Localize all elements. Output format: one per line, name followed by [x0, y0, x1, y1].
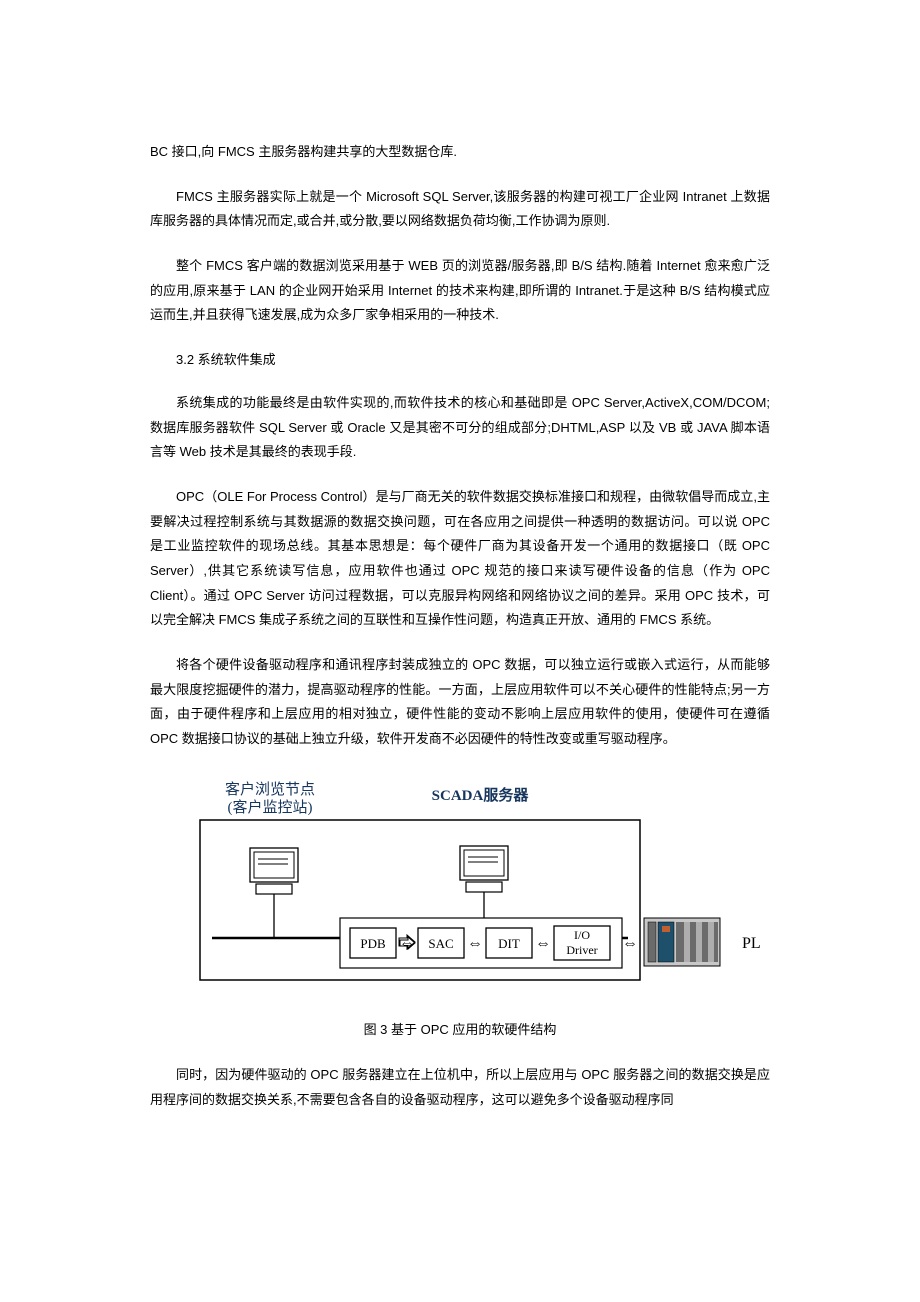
driver-label: Driver	[566, 943, 597, 957]
paragraph-p3: 整个 FMCS 客户端的数据浏览采用基于 WEB 页的浏览器/服务器,即 B/S…	[150, 254, 770, 328]
pdb-label: PDB	[360, 936, 386, 951]
paragraph-p5: OPC（OLE For Process Control）是与厂商无关的软件数据交…	[150, 485, 770, 633]
paragraph-p2: FMCS 主服务器实际上就是一个 Microsoft SQL Server,该服…	[150, 185, 770, 234]
arrow-3: ⇔	[535, 935, 551, 952]
figure-3-container: 客户浏览节点 (客户监控站) SCADA服务器	[150, 776, 770, 1005]
paragraph-p7: 同时，因为硬件驱动的 OPC 服务器建立在上位机中，所以上层应用与 OPC 服务…	[150, 1063, 770, 1112]
section-title-3-2: 3.2 系统软件集成	[150, 348, 770, 373]
client-header-title: 客户浏览节点	[225, 781, 315, 798]
sac-label: SAC	[428, 936, 453, 951]
arrow-4: ⇔	[622, 935, 638, 952]
paragraph-p6: 将各个硬件设备驱动程序和通讯程序封装成独立的 OPC 数据，可以独立运行或嵌入式…	[150, 653, 770, 752]
arrow-1: ⇔	[399, 935, 415, 952]
scada-header: SCADA服务器	[432, 786, 530, 804]
figure-3-caption: 图 3 基于 OPC 应用的软硬件结构	[150, 1018, 770, 1043]
client-computer-icon	[250, 848, 298, 894]
figure-3-diagram: 客户浏览节点 (客户监控站) SCADA服务器	[160, 776, 760, 996]
paragraph-p1: BC 接口,向 FMCS 主服务器构建共享的大型数据仓库.	[150, 140, 770, 165]
plc-icon	[644, 918, 720, 966]
plc-label: PLC	[742, 935, 760, 952]
arrow-2: ⇔	[467, 935, 483, 952]
io-label: I/O	[574, 928, 590, 942]
dit-label: DIT	[498, 936, 520, 951]
paragraph-p4: 系统集成的功能最终是由软件实现的,而软件技术的核心和基础即是 OPC Serve…	[150, 391, 770, 465]
scada-computer-icon	[460, 846, 508, 892]
client-header-sub: (客户监控站)	[228, 799, 313, 816]
